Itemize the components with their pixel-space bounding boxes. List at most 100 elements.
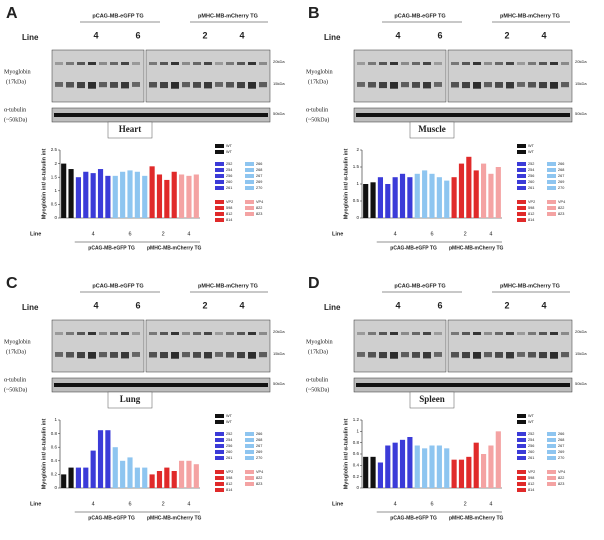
band xyxy=(77,62,85,65)
band xyxy=(160,62,168,65)
band xyxy=(193,62,201,65)
legend-label: 269 xyxy=(256,450,262,454)
band xyxy=(160,352,168,359)
legend-swatch xyxy=(547,444,556,448)
band xyxy=(149,82,157,88)
band xyxy=(484,62,492,65)
band xyxy=(259,82,267,88)
group-label: 6 xyxy=(128,501,131,507)
band xyxy=(528,332,536,335)
legend-swatch xyxy=(547,470,556,474)
marker-label: 20kDa xyxy=(273,59,285,64)
tg-label: pMHC-MB-mCherry TG xyxy=(449,515,504,521)
blot xyxy=(145,49,271,103)
group-label: 4 xyxy=(489,501,492,507)
legend-swatch xyxy=(517,180,526,184)
band xyxy=(528,62,536,65)
band xyxy=(88,352,96,359)
legend-swatch xyxy=(517,218,526,222)
tg-label: pMHC-MB-mCherry TG xyxy=(198,283,258,289)
bar xyxy=(458,163,465,218)
group-label: 6 xyxy=(430,501,433,507)
legend-label: 823 xyxy=(558,212,564,216)
legend-label: VP4 xyxy=(256,470,263,474)
y-tick-label: 1 xyxy=(54,417,57,422)
legend-swatch xyxy=(215,212,224,216)
blot-label: Myoglobin xyxy=(306,69,333,75)
band xyxy=(379,332,387,335)
band xyxy=(110,82,118,88)
bar xyxy=(90,173,96,218)
title-box xyxy=(107,391,153,409)
legend-swatch xyxy=(245,456,254,460)
legend-swatch xyxy=(547,180,556,184)
bar xyxy=(179,460,185,488)
bar xyxy=(171,471,177,488)
y-tick-label: 0 xyxy=(54,485,57,490)
legend-label: 266 xyxy=(256,162,262,166)
legend-label: 261 xyxy=(528,456,534,460)
band xyxy=(473,332,481,335)
band xyxy=(204,332,212,335)
band xyxy=(462,332,470,335)
bar xyxy=(451,459,457,488)
legend-swatch xyxy=(517,150,526,154)
legend-swatch xyxy=(517,470,526,474)
marker-label: 15kDa xyxy=(575,351,587,356)
legend-label: 598 xyxy=(528,476,534,480)
bar xyxy=(83,171,89,218)
line-label: Line xyxy=(22,33,39,42)
group-label: 6 xyxy=(430,231,433,237)
band xyxy=(390,332,398,335)
tg-label: pCAG-MB-eGFP TG xyxy=(92,283,143,289)
bar xyxy=(377,177,383,218)
legend-swatch xyxy=(215,420,224,424)
band xyxy=(484,82,492,88)
legend-swatch xyxy=(245,444,254,448)
band xyxy=(54,113,268,117)
blot xyxy=(447,319,573,373)
band xyxy=(495,82,503,88)
band xyxy=(506,332,514,335)
legend-swatch xyxy=(215,150,224,154)
band xyxy=(412,352,420,358)
band xyxy=(495,62,503,65)
bar xyxy=(363,456,369,488)
band xyxy=(55,332,63,335)
legend-label: 266 xyxy=(558,162,564,166)
line-number: 4 xyxy=(395,30,400,40)
y-tick-label: 0.5 xyxy=(353,198,360,203)
blot-label: α-tubulin xyxy=(306,107,328,113)
band xyxy=(462,82,470,89)
legend-swatch xyxy=(215,476,224,480)
legend-swatch xyxy=(245,200,254,204)
y-axis-label: Myoglobin int/ α-tubulin int xyxy=(41,149,47,220)
band xyxy=(561,352,569,358)
band xyxy=(248,62,256,65)
legend-label: VP2 xyxy=(226,470,233,474)
band xyxy=(401,62,409,65)
panel-letter: A xyxy=(6,5,18,22)
band xyxy=(110,332,118,335)
bar xyxy=(392,442,398,488)
legend-swatch xyxy=(215,432,224,436)
bar xyxy=(112,175,118,218)
band xyxy=(215,62,223,65)
bar xyxy=(407,437,413,488)
y-tick-label: 0 xyxy=(54,215,57,220)
band xyxy=(88,82,96,89)
legend-swatch xyxy=(215,218,224,222)
bar xyxy=(112,447,118,488)
legend-label: 267 xyxy=(558,444,564,448)
band xyxy=(357,352,365,357)
chart-title: Spleen xyxy=(419,394,445,404)
line-number: 4 xyxy=(93,30,98,40)
bar xyxy=(97,169,104,218)
legend-swatch xyxy=(215,456,224,460)
band xyxy=(88,62,96,65)
bar xyxy=(422,170,428,218)
y-tick-label: 1 xyxy=(356,181,359,186)
y-axis-label: Myoglobin int/ α-tubulin int xyxy=(343,149,349,220)
legend-label: 598 xyxy=(226,476,232,480)
